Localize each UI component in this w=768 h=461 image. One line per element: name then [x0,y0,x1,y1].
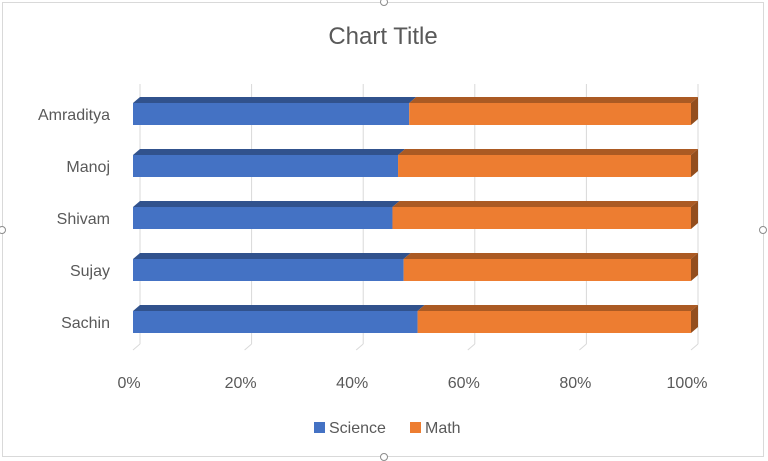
gridline-floor [244,343,252,351]
gridline-floor [355,343,364,351]
bars [133,97,698,333]
bar-math-shivam[interactable] [392,207,691,229]
bar-science-shivam[interactable] [133,207,393,229]
legend-label-science[interactable]: Science [329,420,386,437]
category-label: Amraditya [38,107,110,124]
bar-side-face [691,201,698,229]
tick-label: 60% [448,375,480,392]
bar-science-sachin[interactable] [133,311,418,333]
tick-label: 40% [336,375,368,392]
category-axis: Sachin Sujay Shivam Manoj Amraditya [38,107,110,332]
bar-math-sujay[interactable] [403,259,691,281]
bar-side-face [691,305,698,333]
bar-top-face [133,149,406,155]
bar-math-manoj[interactable] [398,155,691,177]
gridline-floor [467,343,476,351]
bar-top-face [133,305,425,311]
bar-side-face [691,97,698,125]
legend-swatch-math[interactable] [410,422,421,433]
bar-math-sachin[interactable] [417,311,691,333]
bar-side-face [691,253,698,281]
resize-handle-top[interactable] [380,0,388,6]
bar-top-face [417,305,698,311]
bar-top-face [409,97,698,103]
resize-handle-left[interactable] [0,226,6,234]
bar-top-face [133,253,411,259]
bar-top-face [398,149,698,155]
tick-label: 100% [667,375,708,392]
bar-side-face [691,149,698,177]
legend[interactable]: Science Math [314,420,461,437]
chart-title[interactable]: Chart Title [328,23,437,50]
bar-math-amraditya[interactable] [409,103,691,125]
gridline-floor [690,343,699,351]
bar-science-sujay[interactable] [133,259,404,281]
bar-science-manoj[interactable] [133,155,399,177]
category-label: Sujay [70,263,110,280]
bar-top-face [133,201,400,207]
bar-top-face [403,253,698,259]
tick-label: 80% [559,375,591,392]
bar-top-face [392,201,698,207]
bar-top-face [133,97,417,103]
category-label: Shivam [57,211,110,228]
category-label: Manoj [66,159,110,176]
legend-label-math[interactable]: Math [425,420,461,437]
tick-label: 20% [225,375,257,392]
gridline-floor [132,343,141,351]
bar-science-amraditya[interactable] [133,103,410,125]
tick-label: 0% [117,375,140,392]
gridline-floor [579,343,587,351]
resize-handle-right[interactable] [759,226,767,234]
legend-swatch-science[interactable] [314,422,325,433]
category-label: Sachin [61,315,110,332]
value-axis: 0% 20% 40% 60% 80% 100% [117,375,707,392]
